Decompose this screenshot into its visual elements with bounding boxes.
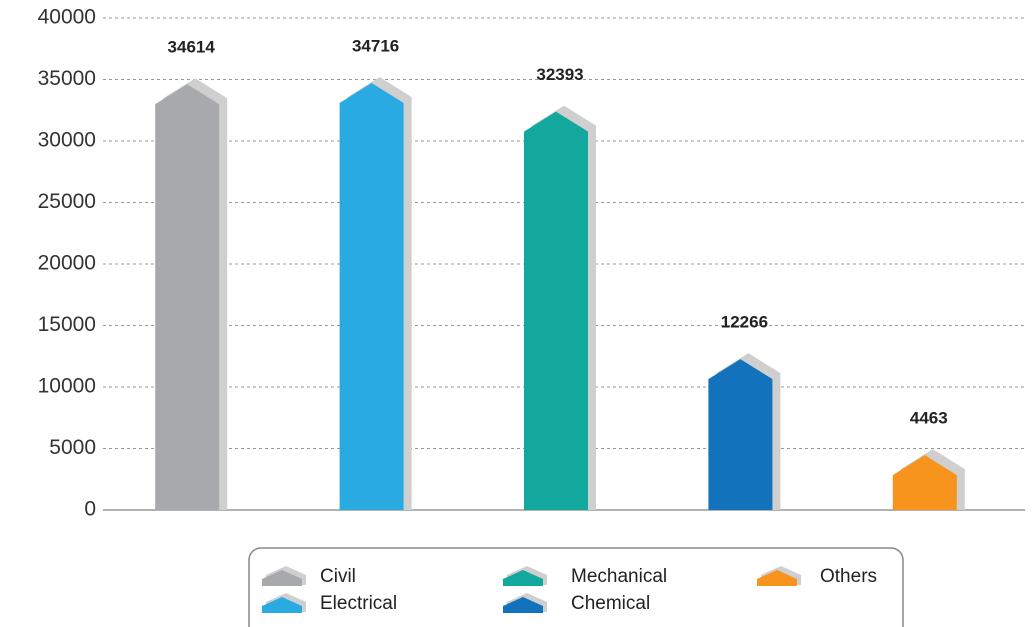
legend-swatch	[757, 570, 797, 586]
legend-label: Mechanical	[571, 566, 667, 587]
legend-swatch	[503, 570, 543, 586]
bar	[339, 82, 404, 511]
legend-swatch	[262, 597, 302, 613]
value-label: 32393	[536, 65, 583, 84]
legend-label: Chemical	[571, 593, 650, 614]
y-tick-label: 10000	[38, 375, 96, 398]
y-tick-label: 40000	[38, 6, 96, 29]
bar	[155, 84, 220, 510]
y-tick-label: 30000	[38, 129, 96, 152]
legend-box	[248, 547, 904, 627]
value-label: 34614	[168, 38, 216, 57]
y-tick-label: 35000	[38, 67, 96, 90]
y-tick-label: 0	[84, 498, 96, 521]
legend-label: Electrical	[320, 593, 397, 614]
legend-swatch	[262, 570, 302, 586]
y-tick-label: 5000	[49, 436, 96, 459]
bar	[708, 359, 773, 510]
value-label: 12266	[721, 313, 768, 332]
legend-swatch	[503, 597, 543, 613]
value-label: 34716	[352, 36, 399, 55]
bar	[524, 111, 588, 510]
bar	[892, 455, 957, 510]
value-label: 4463	[910, 409, 948, 428]
y-tick-label: 15000	[38, 313, 96, 336]
y-tick-label: 20000	[38, 252, 96, 275]
legend-label: Civil	[320, 566, 356, 587]
y-tick-label: 25000	[38, 190, 96, 213]
legend-label: Others	[820, 566, 877, 587]
